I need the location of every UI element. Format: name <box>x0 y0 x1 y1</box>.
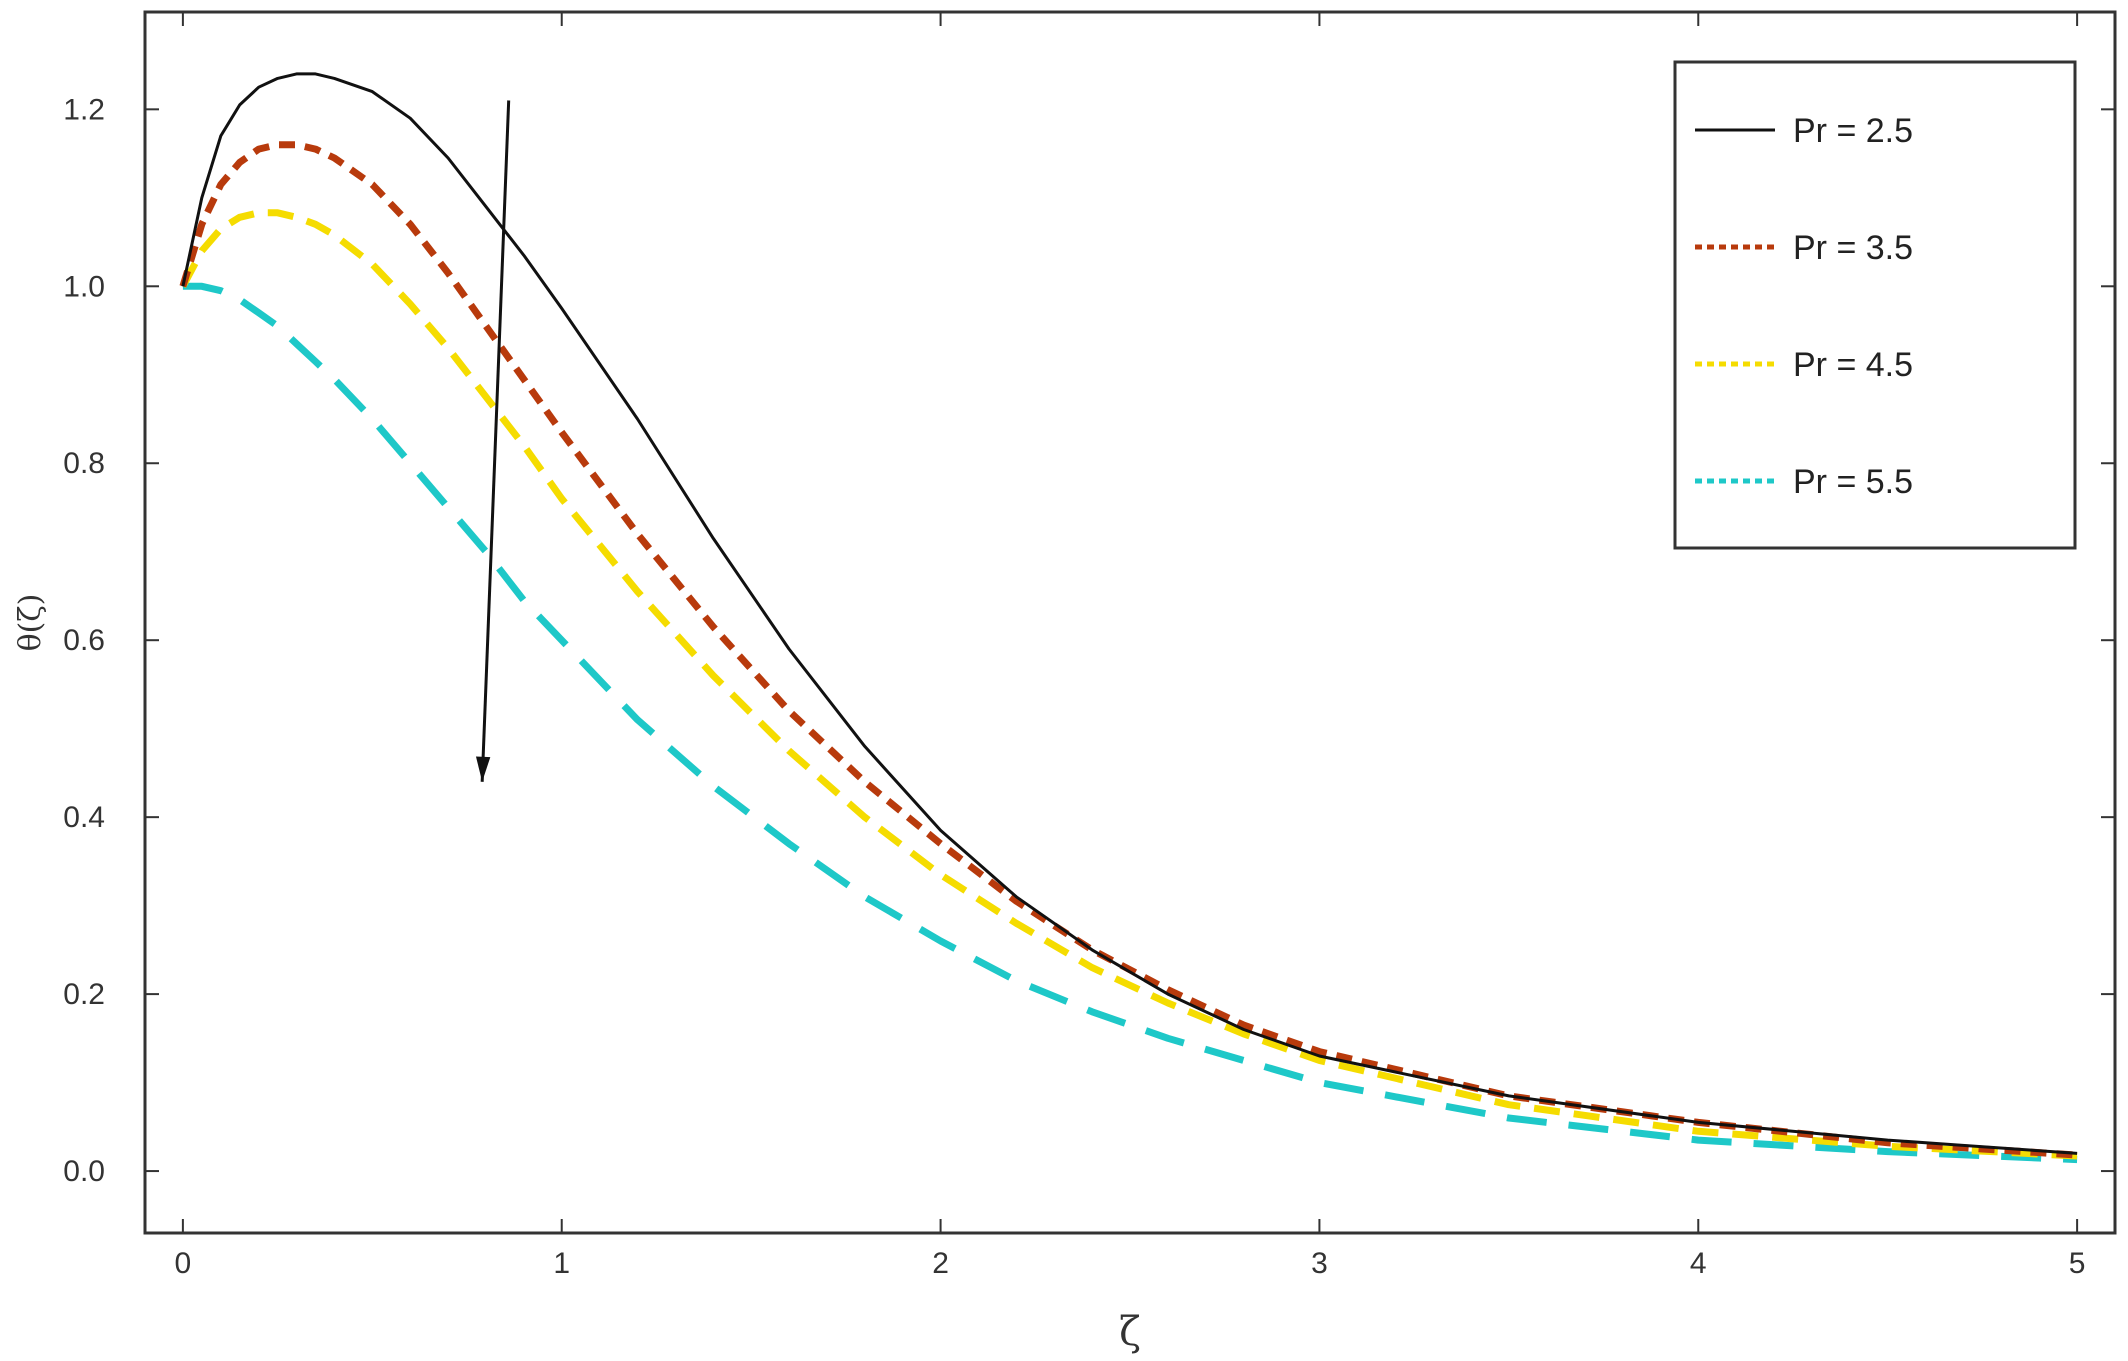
series-line-4 <box>182 282 2078 1164</box>
y-tick-label: 0.0 <box>63 1155 105 1188</box>
series-line-3 <box>179 209 2078 1160</box>
series-layer <box>179 72 2078 1164</box>
y-tick-label: 0.2 <box>63 978 105 1011</box>
y-tick-label: 0.6 <box>63 624 105 657</box>
y-tick-label: 1.2 <box>63 93 105 126</box>
x-axis-label: ζ <box>1119 1309 1141 1355</box>
y-tick-label: 1.0 <box>63 270 105 303</box>
legend-label-2: Pr = 3.5 <box>1793 229 1913 267</box>
x-tick-label: 4 <box>1690 1247 1707 1280</box>
plot-frame <box>143 10 2117 1235</box>
x-tick-label: 3 <box>1311 1247 1328 1280</box>
annotation-arrow-head <box>475 756 491 782</box>
annotation-arrow-shaft <box>480 100 511 782</box>
annotation-layer <box>475 100 511 782</box>
legend-label-4: Pr = 5.5 <box>1793 463 1913 501</box>
series-line-2 <box>179 141 2078 1159</box>
legend-box <box>1673 60 2077 550</box>
y-axis-label: θ(ζ) <box>13 594 48 652</box>
legend-label-3: Pr = 4.5 <box>1793 346 1913 384</box>
y-tick-label: 0.4 <box>63 801 105 834</box>
ticks-layer: 0 1 2 3 4 5 0.0 0.2 0.4 0.6 0.8 1.0 1.2 <box>63 12 2115 1280</box>
x-tick-label: 1 <box>553 1247 570 1280</box>
y-tick-label: 0.8 <box>63 447 105 480</box>
x-tick-label: 0 <box>175 1247 192 1280</box>
legend-label-1: Pr = 2.5 <box>1793 112 1913 150</box>
x-tick-label: 2 <box>932 1247 949 1280</box>
series-line-1 <box>181 72 2078 1155</box>
x-tick-label: 5 <box>2069 1247 2086 1280</box>
legend: Pr = 2.5 Pr = 3.5 Pr = 4.5 Pr = 5.5 <box>1673 60 2077 550</box>
